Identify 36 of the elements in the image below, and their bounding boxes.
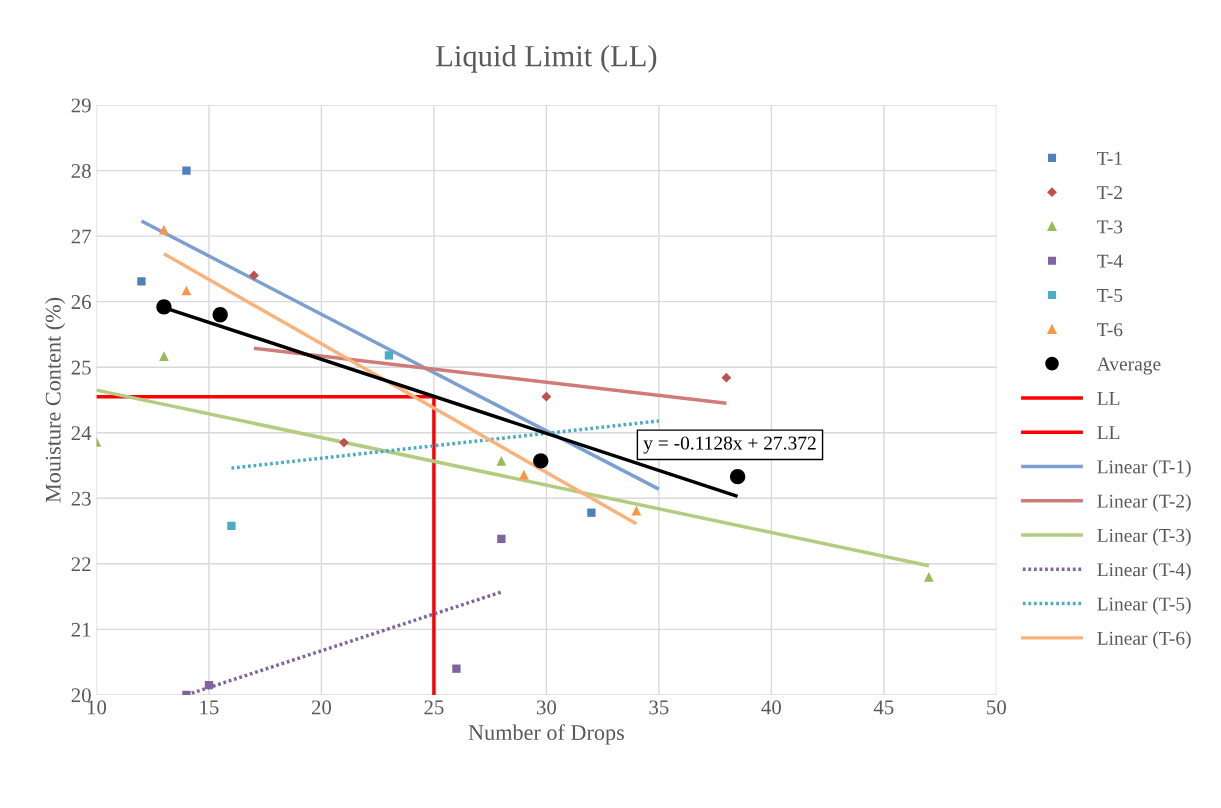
- legend-label: Linear (T-3): [1097, 528, 1191, 546]
- annotation: y = -0.1128x + 27.372: [643, 436, 816, 454]
- legend-label: T-4: [1097, 254, 1123, 268]
- legend-label: Linear (T-5): [1097, 596, 1191, 615]
- y-tick-label: 24: [71, 426, 92, 440]
- x-tick-label: 30: [536, 700, 557, 715]
- y-tick-label: 21: [71, 622, 91, 637]
- legend-label: T-6: [1097, 323, 1123, 337]
- x-tick-label: 45: [873, 700, 894, 715]
- y-tick-label: 25: [71, 360, 91, 375]
- legend-label: T-5: [1097, 289, 1123, 303]
- x-tick-label: 25: [424, 700, 444, 715]
- legend-label: Average: [1096, 357, 1161, 375]
- y-tick-label: 29: [71, 98, 91, 113]
- y-tick-label: 22: [71, 557, 91, 572]
- y-axis-title: Mouisture Content (%): [45, 297, 66, 503]
- y-tick-label: 26: [71, 295, 91, 310]
- y-tick-label: 27: [71, 229, 91, 244]
- x-tick-label: 20: [311, 700, 332, 715]
- y-tick-label: 28: [71, 163, 91, 179]
- legend-label: LL: [1097, 426, 1120, 439]
- x-axis-title: Number of Drops: [468, 724, 624, 745]
- legend-label: Linear (T-2): [1097, 494, 1191, 512]
- legend-label: T-3: [1097, 220, 1123, 234]
- x-tick-label: 40: [761, 700, 781, 715]
- legend-label: Linear (T-6): [1097, 631, 1191, 649]
- legend-label: LL: [1097, 391, 1120, 405]
- legend-label: Linear (T-4): [1097, 562, 1191, 581]
- legend-label: T-2: [1097, 186, 1122, 199]
- legend-label: T-1: [1097, 151, 1122, 165]
- y-tick-label: 23: [71, 491, 91, 506]
- x-tick-label: 50: [987, 700, 1006, 715]
- chart-title: Liquid Limit (LL): [436, 44, 657, 73]
- x-tick-label: 15: [200, 700, 219, 715]
- legend-label: Linear (T-1): [1097, 459, 1191, 478]
- x-tick-label: 35: [649, 700, 669, 715]
